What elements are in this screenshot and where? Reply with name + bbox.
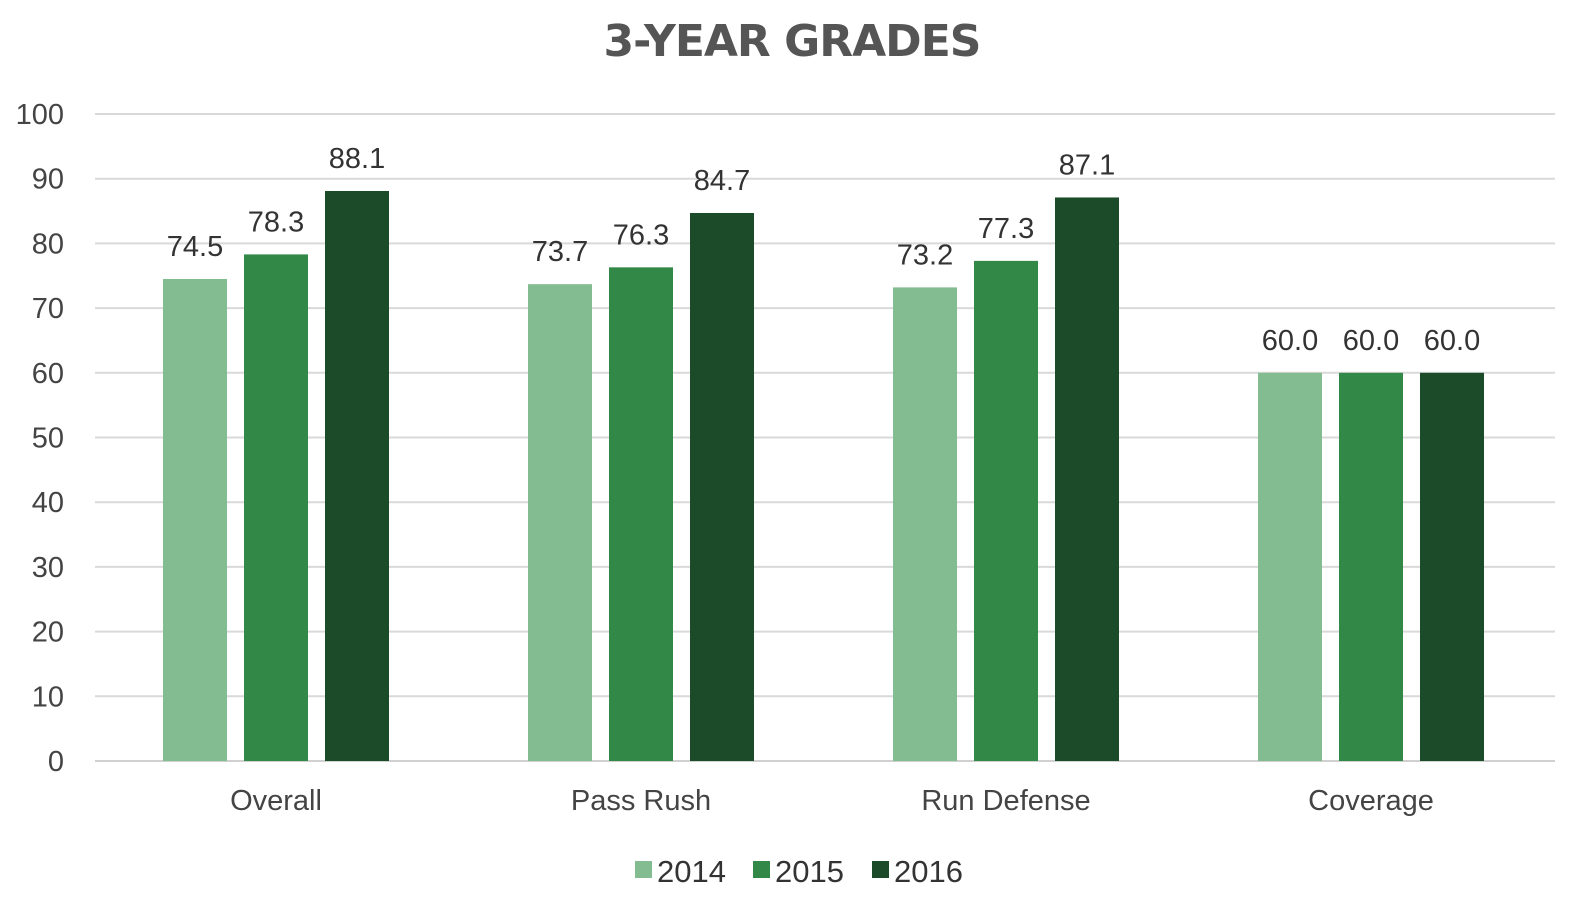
bars	[163, 190, 1484, 762]
data-label: 60.0	[1343, 325, 1399, 357]
legend-swatch-2015	[753, 861, 770, 878]
data-label: 77.3	[978, 213, 1034, 245]
bar-2014-coverage	[1258, 372, 1322, 761]
x-category-label: Pass Rush	[571, 785, 711, 817]
bar-2016-run-defense	[1055, 197, 1119, 761]
legend-label-2015: 2015	[775, 854, 844, 889]
bar-2014-run-defense	[893, 287, 957, 761]
y-tick-label: 20	[32, 617, 64, 649]
chart-title: 3-YEAR GRADES	[604, 16, 981, 67]
data-label: 74.5	[167, 231, 223, 263]
y-tick-label: 30	[32, 552, 64, 584]
data-label: 87.1	[1059, 149, 1115, 181]
legend-swatch-2016	[872, 861, 889, 878]
y-tick-label: 100	[16, 99, 64, 131]
data-label: 76.3	[613, 219, 669, 251]
legend-label-2014: 2014	[657, 854, 726, 889]
data-label: 88.1	[329, 143, 385, 175]
bar-2014-pass-rush	[528, 284, 592, 761]
gridlines	[95, 113, 1555, 762]
x-axis-categories: Overall Pass Rush Run Defense Coverage	[230, 785, 1434, 817]
y-tick-label: 70	[32, 293, 64, 325]
data-label: 73.2	[897, 239, 953, 271]
bar-2015-overall	[244, 254, 308, 762]
y-tick-label: 50	[32, 423, 64, 455]
x-category-label: Overall	[230, 785, 322, 817]
y-tick-label: 90	[32, 164, 64, 196]
data-label: 73.7	[532, 236, 588, 268]
y-tick-label: 80	[32, 228, 64, 260]
data-label: 78.3	[248, 206, 304, 238]
legend: 2014 2015 2016	[635, 854, 963, 889]
bar-2016-pass-rush	[690, 212, 754, 762]
data-label: 60.0	[1262, 325, 1318, 357]
data-labels: 74.5 78.3 88.1 73.7 76.3 84.7 73.2 77.3 87.1 60.0…	[167, 143, 1480, 357]
bar-2016-overall	[325, 190, 389, 762]
legend-swatch-2014	[635, 861, 652, 878]
y-tick-label: 40	[32, 487, 64, 519]
bar-2014-overall	[163, 278, 227, 761]
y-tick-label: 10	[32, 681, 64, 713]
x-category-label: Run Defense	[921, 785, 1090, 817]
y-axis-ticks: 0 10 20 30 40 50 60 70 80 90 100	[16, 99, 64, 778]
data-label: 84.7	[694, 165, 750, 197]
bar-2016-coverage	[1420, 372, 1484, 761]
y-tick-label: 0	[48, 746, 64, 778]
bar-2015-coverage	[1339, 372, 1403, 761]
y-tick-label: 60	[32, 358, 64, 390]
data-label: 60.0	[1424, 325, 1480, 357]
x-category-label: Coverage	[1308, 785, 1434, 817]
bar-2015-pass-rush	[609, 267, 673, 761]
legend-label-2016: 2016	[894, 854, 963, 889]
bar-2015-run-defense	[974, 260, 1038, 761]
